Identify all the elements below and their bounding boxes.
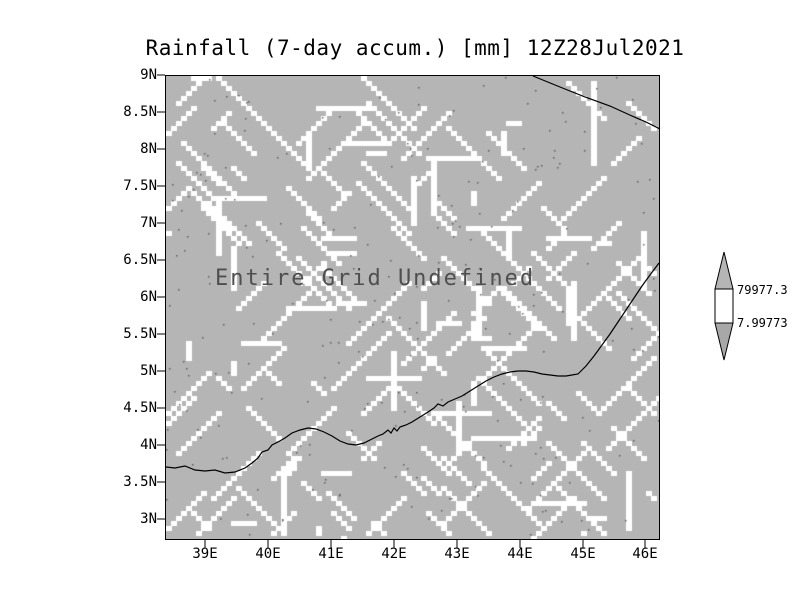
x-axis-tick-label: 41E <box>318 546 344 562</box>
colorbar-arrow-up <box>714 251 734 290</box>
y-axis-ticks <box>157 74 165 520</box>
y-axis-tick-label: 7N <box>140 215 157 231</box>
x-axis-tick-label: 46E <box>632 546 658 562</box>
colorbar-label-min: 7.99773 <box>737 316 788 330</box>
x-axis-tick-label: 39E <box>192 546 218 562</box>
colorbar <box>714 251 734 361</box>
x-axis-tick-label: 42E <box>381 546 407 562</box>
y-axis-tick-label: 9N <box>140 67 157 83</box>
y-axis-tick-label: 6.5N <box>123 252 157 268</box>
entire-grid-undefined-label: Entire Grid Undefined <box>215 266 536 291</box>
colorbar-arrow-down <box>714 322 734 361</box>
y-axis-tick-label: 5.5N <box>123 326 157 342</box>
y-axis-tick-label: 8N <box>140 141 157 157</box>
y-axis-tick-label: 3N <box>140 511 157 527</box>
x-axis-tick-label: 45E <box>570 546 596 562</box>
page-title: Rainfall (7-day accum.) [mm] 12Z28Jul202… <box>145 36 685 60</box>
y-axis-tick-label: 3.5N <box>123 474 157 490</box>
y-axis-tick-label: 4.5N <box>123 400 157 416</box>
y-axis-tick-label: 5N <box>140 363 157 379</box>
x-axis-tick-label: 43E <box>444 546 470 562</box>
map-plot-area <box>165 75 660 540</box>
undefined-grid-texture <box>166 76 659 539</box>
y-axis-tick-label: 7.5N <box>123 178 157 194</box>
x-axis-tick-label: 44E <box>507 546 533 562</box>
y-axis-tick-label: 4N <box>140 437 157 453</box>
y-axis-tick-label: 8.5N <box>123 104 157 120</box>
y-axis-tick-label: 6N <box>140 289 157 305</box>
colorbar-band <box>714 288 734 324</box>
x-axis-tick-label: 40E <box>255 546 281 562</box>
colorbar-label-max: 79977.3 <box>737 283 788 297</box>
